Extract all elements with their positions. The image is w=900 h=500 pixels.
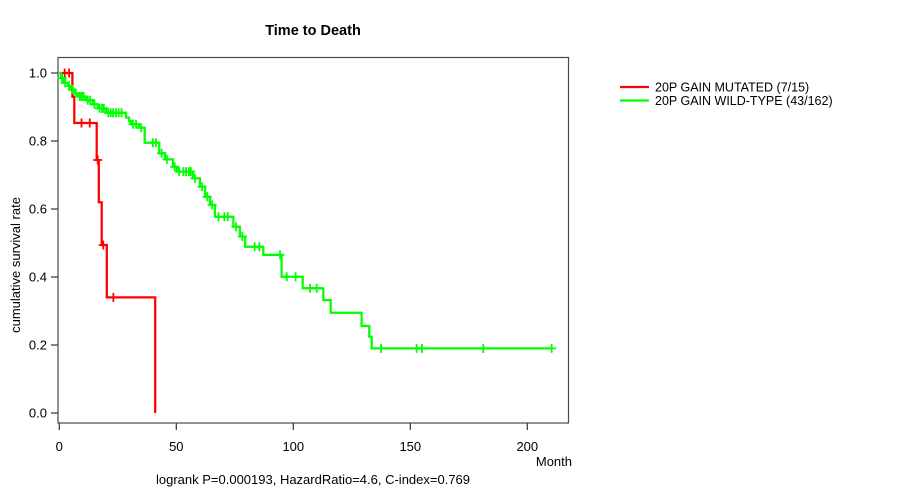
y-axis-label: cumulative survival rate: [8, 197, 23, 333]
x-tick-label: 150: [399, 439, 421, 454]
x-tick-label: 200: [516, 439, 538, 454]
y-tick-label: 0.2: [29, 338, 47, 353]
legend: 20P GAIN MUTATED (7/15) 20P GAIN WILD-TY…: [620, 81, 833, 108]
survival-curve-1: [59, 71, 552, 350]
legend-label-mutated: 20P GAIN MUTATED (7/15): [655, 81, 809, 95]
legend-label-wildtype: 20P GAIN WILD-TYPE (43/162): [655, 94, 833, 108]
x-tick-label: 0: [56, 439, 63, 454]
x-axis-label: Month: [536, 454, 572, 469]
plot-area: 0 50 100 150 200 0.0 0.2 0.4 0.6 0.8 1.0: [29, 56, 570, 454]
y-tick-label: 1.0: [29, 66, 47, 81]
censor-marks-1: [57, 73, 557, 353]
stats-annotation: logrank P=0.000193, HazardRatio=4.6, C-i…: [156, 472, 470, 487]
censor-marks-0: [60, 68, 118, 302]
x-tick-label: 100: [282, 439, 304, 454]
plot-frame: [57, 56, 570, 424]
chart-title: Time to Death: [265, 23, 361, 39]
x-tick-label: 50: [169, 439, 183, 454]
y-tick-label: 0.6: [29, 202, 47, 217]
y-tick-label: 0.4: [29, 270, 47, 285]
y-tick-label: 0.0: [29, 406, 47, 421]
y-tick-label: 0.8: [29, 134, 47, 149]
